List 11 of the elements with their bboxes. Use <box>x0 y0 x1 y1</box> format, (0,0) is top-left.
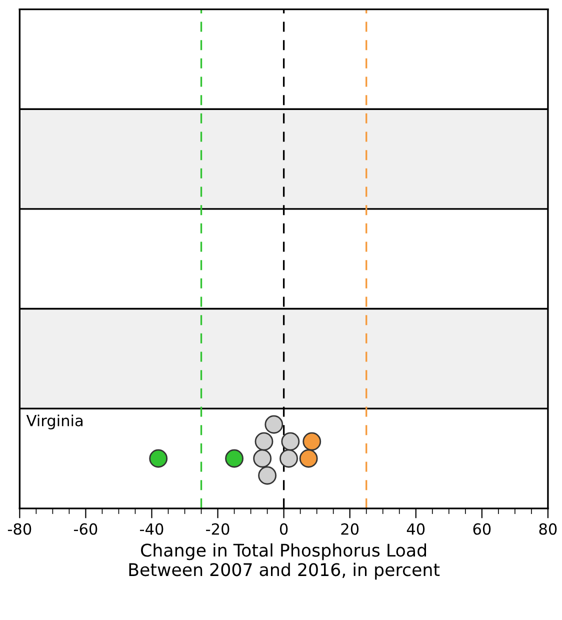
x-tick-label: 80 <box>539 523 557 535</box>
x-tick-label: -80 <box>8 523 32 535</box>
x-tick-label: -20 <box>206 523 230 535</box>
x-tick-label: 20 <box>341 523 359 535</box>
x-axis-title: Change in Total Phosphorus Load Between 2007 and 2016, in percent <box>129 543 440 580</box>
x-tick-label: 0 <box>280 523 288 535</box>
y-tick-label: Virginia <box>26 414 82 430</box>
x-tick-label: -60 <box>74 523 98 535</box>
x-tick-label: 40 <box>406 523 425 535</box>
x-tick-label: 60 <box>473 523 491 535</box>
x-tick-label: -40 <box>140 523 164 535</box>
